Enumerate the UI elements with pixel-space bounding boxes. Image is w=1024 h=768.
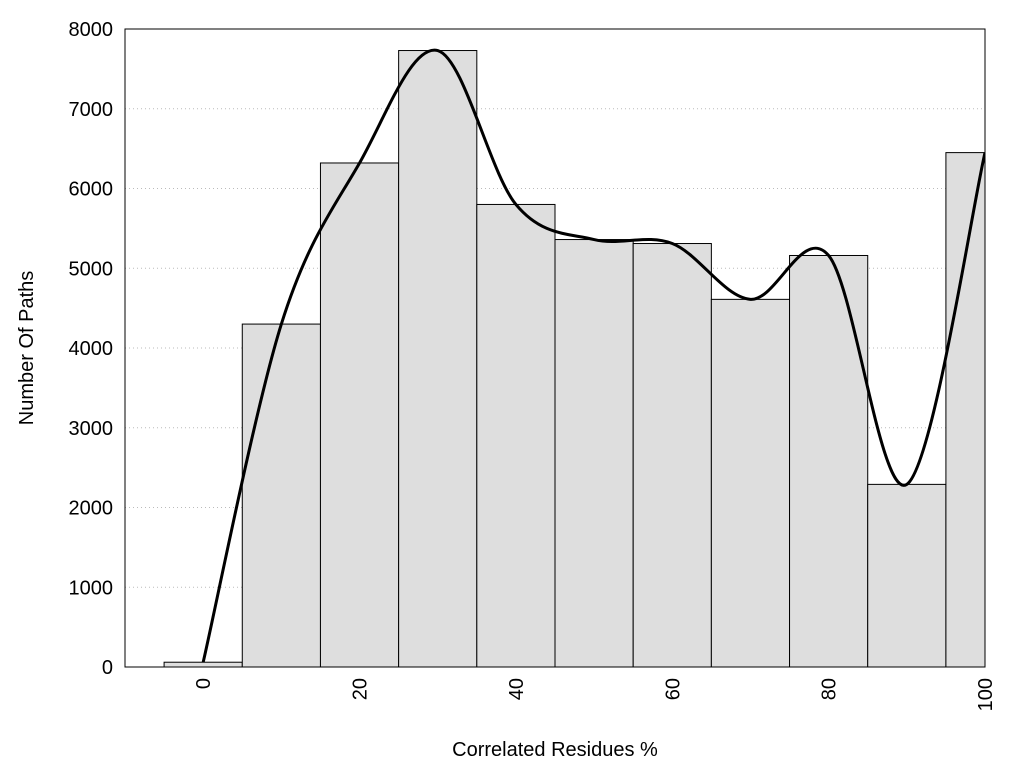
bar <box>241 323 321 667</box>
bar <box>789 254 869 667</box>
y-tick-label: 5000 <box>69 258 114 280</box>
x-tick-label: 20 <box>350 678 372 700</box>
bar <box>398 50 478 667</box>
bar <box>163 661 243 667</box>
bar <box>554 239 634 667</box>
bar <box>710 298 791 667</box>
y-axis-label: Number Of Paths <box>16 271 38 426</box>
bar <box>945 152 985 667</box>
y-tick-label: 6000 <box>69 179 114 201</box>
x-tick-label: 40 <box>506 678 528 700</box>
y-tick-label: 3000 <box>69 418 114 440</box>
smooth-curve <box>201 48 985 663</box>
bar <box>476 203 556 667</box>
y-tick-label: 4000 <box>69 338 114 360</box>
y-tick-label: 0 <box>102 657 113 679</box>
x-tick-label: 100 <box>975 678 997 711</box>
x-tick-label: 0 <box>193 678 215 689</box>
plot-area <box>163 48 985 667</box>
bar <box>632 243 712 667</box>
x-tick-label: 60 <box>662 678 684 700</box>
y-tick-label: 8000 <box>69 19 114 41</box>
plot-border <box>124 28 986 668</box>
y-tick-label: 1000 <box>69 577 114 599</box>
bar <box>319 162 400 667</box>
x-tick-label: 80 <box>819 678 841 700</box>
bar <box>867 483 947 667</box>
y-tick-label: 7000 <box>69 99 114 121</box>
y-tick-label: 2000 <box>69 498 114 520</box>
x-axis-label: Correlated Residues % <box>452 739 658 761</box>
